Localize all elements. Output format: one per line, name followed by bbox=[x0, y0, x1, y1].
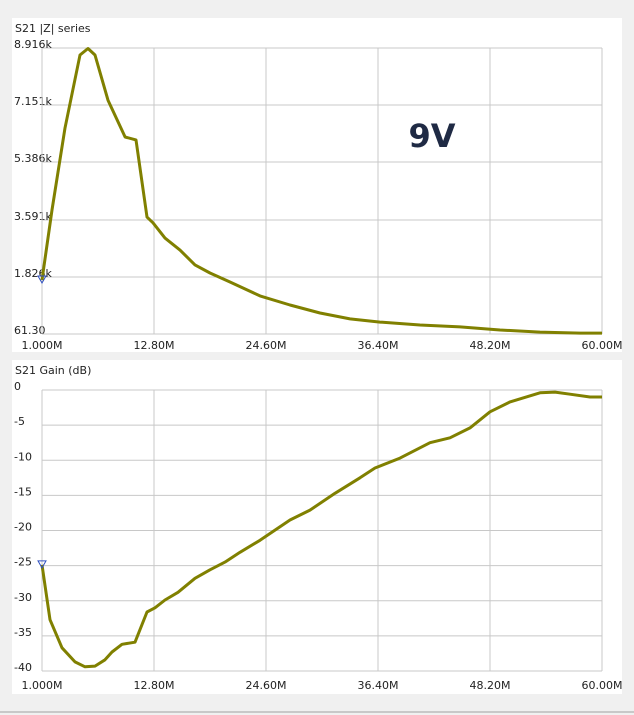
y-tick-label: 5.386k bbox=[14, 152, 52, 165]
x-tick-label: 36.40M bbox=[358, 339, 399, 352]
x-tick-label: 12.80M bbox=[134, 339, 175, 352]
x-tick-label: 48.20M bbox=[470, 339, 511, 352]
y-tick-label: -10 bbox=[14, 450, 32, 463]
y-tick-label: -35 bbox=[14, 626, 32, 639]
data-line bbox=[40, 390, 602, 669]
y-tick-label: -20 bbox=[14, 521, 32, 534]
x-tick-label: 1.000M bbox=[22, 339, 63, 352]
y-tick-label: 61.30 bbox=[14, 324, 46, 337]
x-tick-label: 1.000M bbox=[22, 679, 63, 692]
y-tick-label: 0 bbox=[14, 380, 21, 393]
y-tick-label: 1.826k bbox=[14, 267, 52, 280]
marker bbox=[37, 275, 47, 285]
bottom-panel bbox=[12, 360, 622, 694]
y-tick-label: -30 bbox=[14, 591, 32, 604]
x-tick-label: 48.20M bbox=[470, 679, 511, 692]
marker bbox=[37, 560, 47, 569]
x-tick-label: 36.40M bbox=[358, 679, 399, 692]
y-tick-label: -15 bbox=[14, 485, 32, 498]
y-tick-label: 8.916k bbox=[14, 38, 52, 51]
y-tick-label: 7.151k bbox=[14, 95, 52, 108]
chart-title: S21 Gain (dB) bbox=[15, 364, 91, 377]
x-tick-label: 60.00M bbox=[582, 679, 623, 692]
y-tick-label: -40 bbox=[14, 661, 32, 674]
y-tick-label: 3.591k bbox=[14, 210, 52, 223]
x-tick-label: 24.60M bbox=[246, 679, 287, 692]
x-tick-label: 60.00M bbox=[582, 339, 623, 352]
chart-title: S21 |Z| series bbox=[15, 22, 91, 35]
x-tick-label: 12.80M bbox=[134, 679, 175, 692]
x-tick-label: 24.60M bbox=[246, 339, 287, 352]
annotation: 9V bbox=[408, 117, 455, 155]
y-tick-label: -25 bbox=[14, 556, 32, 569]
y-tick-label: -5 bbox=[14, 415, 25, 428]
top-panel bbox=[12, 18, 622, 352]
data-line bbox=[40, 47, 602, 335]
